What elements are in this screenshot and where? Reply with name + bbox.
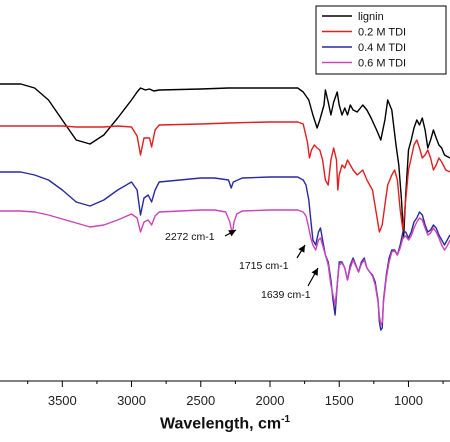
legend-label-0: lignin — [358, 11, 384, 23]
x-axis-title-superscript: -1 — [281, 414, 291, 425]
legend: lignin 0.2 M TDI 0.4 M TDI 0.6 M TDI — [315, 5, 447, 75]
x-axis-title-text: Wavelength, cm — [159, 415, 282, 433]
annotation-arrowhead-2 — [311, 268, 318, 276]
x-axis-title: Wavelength, cm-1 — [0, 414, 450, 433]
series-line-2 — [0, 171, 450, 331]
legend-label-3: 0.6 M TDI — [358, 58, 406, 70]
x-tick-label-5: 1000 — [394, 393, 423, 408]
annotation-arrowhead-1 — [298, 245, 305, 253]
series-line-3 — [0, 209, 450, 326]
x-tick-label-4: 1500 — [325, 393, 354, 408]
annotation-label-1: 1715 cm-1 — [239, 260, 289, 272]
x-axis: 3500 3000 2500 2000 1500 1000 — [0, 380, 450, 408]
x-tick-label-2: 2500 — [186, 393, 215, 408]
x-tick-label-0: 3500 — [48, 393, 77, 408]
annotation-label-2: 1639 cm-1 — [261, 289, 311, 301]
annotation-arrowhead-0 — [228, 230, 236, 237]
series-layer — [0, 83, 450, 331]
annotation-layer: 2272 cm-1 1715 cm-1 1639 cm-1 — [165, 229, 319, 301]
legend-label-2: 0.4 M TDI — [358, 42, 406, 54]
x-tick-label-1: 3000 — [117, 393, 146, 408]
series-line-1 — [0, 121, 450, 233]
x-tick-label-3: 2000 — [256, 393, 285, 408]
series-line-0 — [0, 83, 450, 239]
legend-label-1: 0.2 M TDI — [358, 27, 406, 39]
annotation-label-0: 2272 cm-1 — [165, 231, 215, 243]
